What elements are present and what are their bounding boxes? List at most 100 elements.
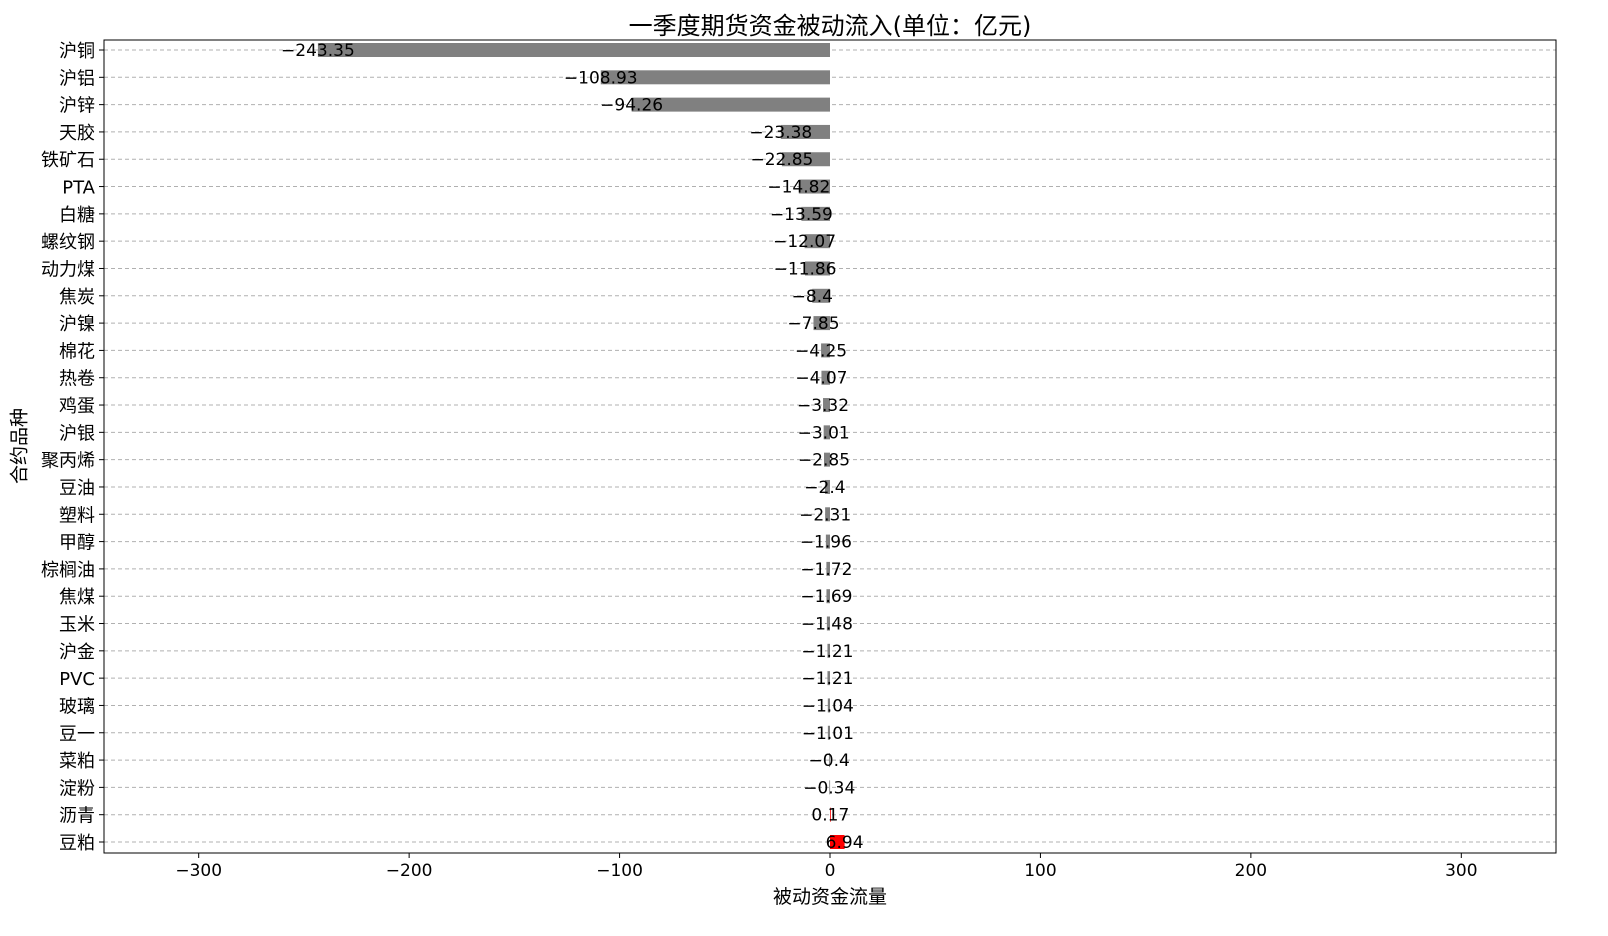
bar: [631, 97, 830, 112]
value-label: −12.07: [773, 232, 836, 252]
y-tick-label: 沪铝: [59, 68, 95, 89]
y-tick-label: 沪铜: [59, 41, 95, 62]
bar: [826, 561, 830, 576]
value-label: −2.31: [799, 505, 851, 525]
y-tick-label: 螺纹钢: [41, 232, 95, 253]
value-label: −4.07: [795, 369, 847, 389]
bar: [804, 234, 830, 249]
bars: [317, 43, 845, 849]
bar: [825, 507, 830, 522]
value-label: −0.34: [803, 778, 855, 798]
x-tick-label: 300: [1445, 861, 1477, 881]
value-label: 0.17: [811, 806, 849, 826]
bar: [823, 398, 830, 413]
bar: [827, 643, 830, 658]
value-label: −0.4: [809, 751, 850, 771]
y-tick-label: 玉米: [59, 615, 95, 636]
y-tick-label: 铁矿石: [41, 150, 95, 171]
bar: [823, 425, 830, 440]
y-tick-label: 棉花: [59, 341, 95, 362]
y-tick-label: 塑料: [59, 505, 95, 526]
value-label: −8.4: [792, 287, 833, 307]
bar: [827, 671, 830, 686]
value-label: −14.82: [767, 178, 830, 198]
chart-title: 一季度期货资金被动流入(单位：亿元): [628, 12, 1032, 40]
value-label: −1.01: [802, 724, 854, 744]
y-tick-label: 菜粕: [59, 751, 95, 772]
y-tick-label: 焦炭: [59, 287, 95, 308]
value-label: −1.96: [800, 533, 852, 553]
value-label: −2.4: [804, 478, 845, 498]
value-label: −1.72: [800, 560, 852, 580]
bar: [829, 780, 831, 795]
x-tick-label: −300: [175, 861, 222, 881]
y-tick-label: 白糖: [59, 205, 95, 226]
x-tick-label: −200: [386, 861, 433, 881]
bar: [798, 179, 830, 194]
y-tick-label: 沪银: [59, 423, 95, 444]
y-tick-label: 淀粉: [59, 778, 95, 799]
x-tick-label: 200: [1235, 861, 1267, 881]
value-label: −23.38: [749, 123, 812, 143]
value-labels: −243.35 −108.93 −94.26 −23.38 −22.85 −14.82 −1…: [281, 41, 863, 853]
bar: [317, 43, 830, 57]
bar: [600, 70, 830, 85]
x-tick-label: −100: [596, 861, 643, 881]
value-label: −1.21: [801, 642, 853, 662]
y-tick-label: 焦煤: [59, 587, 95, 608]
value-label: −13.59: [770, 205, 833, 225]
value-label: −1.21: [801, 669, 853, 689]
y-tick-label: 热卷: [59, 369, 95, 390]
y-tick-label: 沪镍: [59, 314, 95, 335]
bar: [826, 589, 830, 604]
bar: [781, 152, 830, 167]
bar: [827, 698, 830, 713]
y-tick-label: 甲醇: [59, 533, 95, 554]
y-tick-label: 玻璃: [59, 696, 95, 717]
grid-lines: [104, 49, 1556, 843]
value-label: −1.48: [801, 615, 853, 635]
y-axis-label: 合约品种: [8, 407, 31, 485]
bar: [821, 370, 830, 385]
bar: [824, 479, 830, 494]
value-label: −22.85: [750, 150, 813, 170]
bar: [813, 316, 830, 331]
value-label: −7.85: [787, 314, 839, 334]
value-label: −3.32: [797, 396, 849, 416]
value-label: −4.25: [795, 341, 847, 361]
bar: [812, 288, 830, 303]
value-label: −1.69: [800, 587, 852, 607]
x-axis-ticks: −300 −200 −100 0 100 200 300: [175, 853, 1478, 881]
y-tick-label: 豆油: [59, 478, 95, 499]
value-label: −3.01: [798, 423, 850, 443]
bar: [829, 753, 830, 768]
x-tick-label: 0: [825, 861, 836, 881]
bar: [824, 452, 830, 467]
y-tick-label: PVC: [59, 669, 95, 690]
value-label: 6.94: [826, 833, 864, 853]
x-axis-label: 被动资金流量: [772, 886, 887, 908]
value-label: −2.85: [798, 451, 850, 471]
y-tick-label: 聚丙烯: [41, 451, 95, 472]
bar: [805, 261, 830, 276]
value-label: −94.26: [600, 96, 663, 116]
y-tick-label: 天胶: [59, 123, 95, 144]
bar: [830, 835, 845, 849]
bar: [801, 206, 830, 221]
x-tick-label: 100: [1024, 861, 1056, 881]
value-label: −108.93: [564, 68, 638, 88]
y-tick-label: 沪锌: [59, 96, 95, 117]
y-tick-label: PTA: [62, 178, 95, 199]
value-label: −1.04: [802, 696, 854, 716]
bar: [821, 343, 830, 358]
y-tick-label: 豆一: [59, 724, 95, 745]
bar: [827, 725, 830, 740]
y-tick-label: 豆粕: [59, 833, 95, 854]
y-tick-label: 沥青: [59, 806, 95, 827]
y-tick-label: 动力煤: [41, 259, 95, 280]
y-tick-label: 沪金: [59, 642, 95, 663]
bar: [830, 807, 831, 822]
bar: [825, 534, 830, 549]
